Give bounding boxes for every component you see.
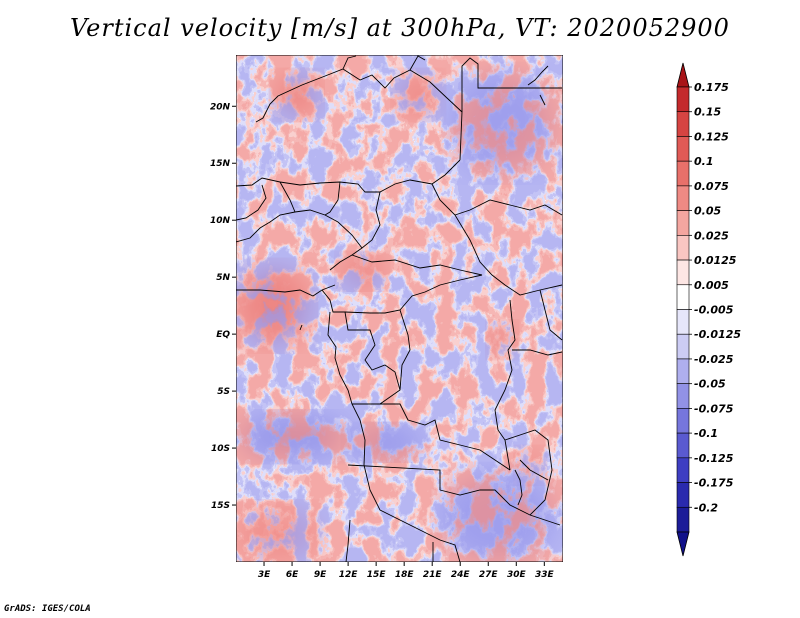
x-tick-label: 18E <box>395 570 415 580</box>
colorbar-label: -0.0125 <box>694 328 741 341</box>
y-tick-label: 5N <box>216 273 230 283</box>
colorbar-swatch <box>676 432 690 459</box>
colorbar-label: -0.075 <box>694 402 734 415</box>
y-tick-label: 5S <box>217 387 230 397</box>
colorbar-swatch <box>676 86 690 113</box>
colorbar-swatch <box>676 111 690 137</box>
x-tick-label: 12E <box>339 570 359 580</box>
colorbar-label: -0.005 <box>694 304 734 317</box>
x-tick-label: 30E <box>507 570 527 580</box>
colorbar-swatch <box>676 185 690 211</box>
colorbar-min-arrow <box>676 531 690 557</box>
y-tick-label: 15N <box>210 159 231 169</box>
colorbar-label: 0.0125 <box>694 254 737 267</box>
y-axis: 20N 15N 10N 5N EQ 5S 10S 15S <box>210 102 236 511</box>
y-tick-label: 20N <box>210 102 231 112</box>
x-tick-label: 33E <box>535 570 555 580</box>
colorbar-swatch <box>676 358 690 384</box>
colorbar-max-arrow <box>676 62 690 88</box>
x-tick-label: 9E <box>314 570 327 580</box>
country-boundaries <box>236 55 563 562</box>
colorbar-swatch <box>676 482 690 508</box>
colorbar-label: 0.1 <box>694 155 714 168</box>
colorbar-label: -0.1 <box>694 427 718 440</box>
colorbar-label: -0.05 <box>694 378 726 391</box>
y-tick-label: EQ <box>216 330 230 340</box>
colorbar-label: 0.05 <box>694 205 721 218</box>
colorbar-label: 0.075 <box>694 180 729 193</box>
x-tick-label: 27E <box>479 570 499 580</box>
colorbar-label: -0.175 <box>694 477 734 490</box>
x-tick-label: 21E <box>423 570 443 580</box>
colorbar-label: -0.025 <box>694 353 734 366</box>
colorbar-label: 0.15 <box>694 106 721 119</box>
y-tick-label: 10N <box>210 216 231 226</box>
colorbar-swatch <box>676 136 690 162</box>
x-axis: 3E 6E 9E 12E 15E 18E 21E 24E 27E 30E 33E <box>258 562 555 580</box>
colorbar-label: -0.125 <box>694 452 734 465</box>
colorbar-swatch <box>676 309 690 335</box>
x-tick-label: 24E <box>451 570 471 580</box>
colorbar-swatch <box>676 235 690 261</box>
colorbar-swatch <box>676 210 690 236</box>
colorbar-swatch <box>676 506 690 533</box>
colorbar-swatch <box>676 284 690 310</box>
colorbar: 0.175 0.15 0.125 0.1 0.075 0.05 0.025 0.0125 0.0… <box>676 62 741 557</box>
colorbar-swatch <box>676 259 690 286</box>
colorbar-swatch <box>676 457 690 483</box>
x-tick-label: 3E <box>258 570 271 580</box>
plot-area <box>236 55 563 562</box>
colorbar-swatch <box>676 160 690 187</box>
velocity-field-texture <box>236 55 563 562</box>
x-tick-label: 6E <box>286 570 299 580</box>
colorbar-label: 0.175 <box>694 81 729 94</box>
colorbar-swatch <box>676 383 690 409</box>
footer-credit: GrADS: IGES/COLA <box>4 604 91 614</box>
y-tick-label: 15S <box>211 501 230 511</box>
y-tick-label: 10S <box>211 444 230 454</box>
colorbar-swatch <box>676 333 690 360</box>
colorbar-label: 0.005 <box>694 279 729 292</box>
x-tick-label: 15E <box>367 570 387 580</box>
colorbar-label: 0.125 <box>694 130 729 143</box>
colorbar-label: -0.2 <box>694 501 718 514</box>
colorbar-swatch <box>676 408 690 434</box>
colorbar-label: 0.025 <box>694 229 729 242</box>
chart-title: Vertical velocity [m/s] at 300hPa, VT: 2… <box>70 14 730 42</box>
